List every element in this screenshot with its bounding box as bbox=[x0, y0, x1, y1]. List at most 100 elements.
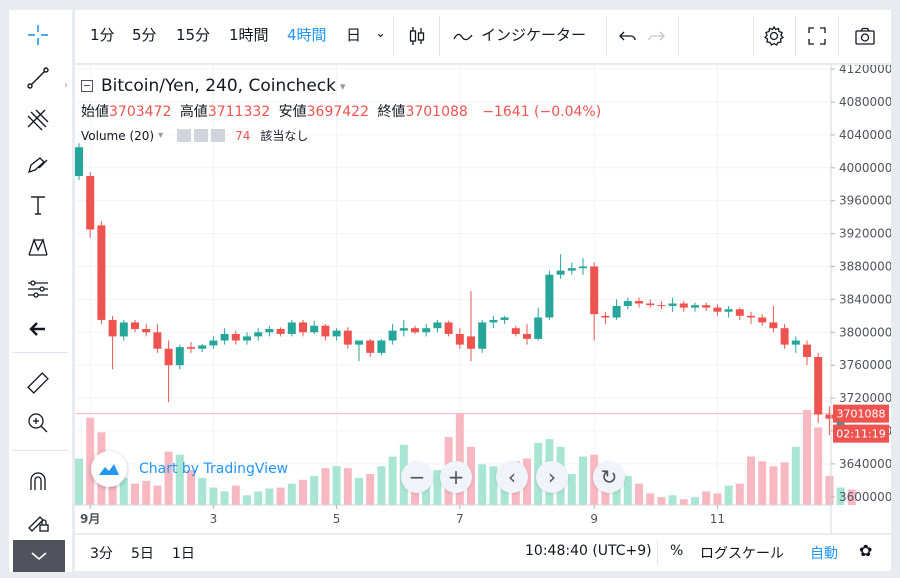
candle-type-icon[interactable] bbox=[403, 22, 431, 50]
candle-body bbox=[545, 274, 554, 318]
candle-body bbox=[803, 344, 811, 357]
price-tick-label: 4120000 bbox=[839, 65, 891, 76]
price-tick-label: 3600000 bbox=[839, 490, 891, 504]
candle-body bbox=[579, 266, 587, 269]
volume-bar bbox=[343, 468, 352, 505]
candle-body bbox=[635, 301, 643, 304]
timeframe-1m[interactable]: 1分 bbox=[90, 26, 115, 44]
reset-chart-button[interactable]: ↻ bbox=[593, 461, 625, 493]
candle-body bbox=[735, 309, 744, 316]
auto-scale-toggle[interactable]: 自動 bbox=[810, 546, 838, 562]
candle-body bbox=[198, 345, 207, 349]
gear-icon[interactable]: ✿ bbox=[859, 541, 873, 560]
high-value: 3711332 bbox=[207, 104, 271, 120]
volume-bar bbox=[825, 475, 834, 505]
crosshair-icon[interactable] bbox=[17, 18, 59, 52]
fullscreen-icon[interactable] bbox=[803, 22, 831, 50]
trend-line-icon[interactable] bbox=[17, 61, 59, 95]
redo-icon[interactable] bbox=[643, 22, 671, 50]
timeframe-5m[interactable]: 5分 bbox=[132, 26, 157, 44]
candle-body bbox=[702, 305, 711, 308]
prediction-icon[interactable] bbox=[17, 272, 59, 306]
collapse-legend-icon[interactable] bbox=[81, 80, 93, 92]
settings-gear-icon[interactable] bbox=[760, 22, 788, 50]
pattern-icon[interactable] bbox=[17, 230, 59, 264]
volume-bar bbox=[500, 479, 509, 505]
undo-icon[interactable] bbox=[613, 22, 641, 50]
candle-body bbox=[623, 301, 632, 306]
volume-bar bbox=[713, 493, 722, 505]
candle-body bbox=[646, 303, 655, 306]
zoom-in-button[interactable]: + bbox=[440, 461, 472, 493]
brush-icon[interactable] bbox=[17, 146, 59, 180]
candlestick-chart[interactable]: 4120000 4080000 4040000 4000000 3960000 39200… bbox=[75, 65, 891, 533]
ruler-icon[interactable] bbox=[17, 366, 59, 400]
range-1d[interactable]: 1日 bbox=[172, 546, 195, 562]
indicators-icon[interactable] bbox=[449, 22, 477, 50]
percent-toggle[interactable]: % bbox=[670, 543, 684, 559]
tradingview-badge[interactable]: Chart by TradingView bbox=[91, 451, 288, 487]
visibility-icon[interactable] bbox=[177, 129, 192, 142]
volume-bar bbox=[265, 488, 274, 505]
time-tick-label: 9月 bbox=[80, 512, 100, 526]
price-tick-label: 4000000 bbox=[839, 161, 891, 175]
candle-body bbox=[534, 317, 543, 339]
candle-body bbox=[86, 176, 95, 230]
tradingview-logo-icon[interactable] bbox=[91, 451, 127, 487]
candle-body bbox=[691, 305, 699, 308]
timeframe-4h[interactable]: 4時間 bbox=[287, 26, 327, 44]
symbol-caret-icon[interactable]: ▾ bbox=[340, 79, 346, 93]
zoom-out-button[interactable]: − bbox=[401, 461, 433, 493]
candle-body bbox=[366, 340, 375, 353]
volume-label: Volume (20) bbox=[81, 128, 155, 143]
candle-body bbox=[153, 332, 162, 349]
hide-panel-icon[interactable] bbox=[13, 540, 65, 572]
close-value: 3701088 bbox=[405, 104, 468, 120]
badge-text[interactable]: Chart by TradingView bbox=[139, 461, 289, 477]
volume-bar bbox=[769, 466, 778, 505]
candle-body bbox=[758, 317, 767, 323]
volume-bar bbox=[310, 475, 319, 505]
timeframe-15m[interactable]: 15分 bbox=[176, 26, 211, 44]
chevron-down-icon[interactable]: ⌄ bbox=[375, 26, 386, 41]
volume-bar bbox=[243, 495, 251, 505]
settings-icon[interactable] bbox=[194, 129, 209, 142]
candle-body bbox=[467, 336, 475, 349]
timeframe-1h[interactable]: 1時間 bbox=[229, 26, 269, 44]
volume-bar bbox=[377, 466, 386, 505]
range-3m[interactable]: 3分 bbox=[90, 546, 113, 562]
lock-drawings-icon[interactable] bbox=[17, 504, 59, 538]
remove-icon[interactable] bbox=[211, 129, 226, 142]
volume-bar bbox=[668, 495, 677, 505]
volume-bar bbox=[198, 477, 207, 505]
expand-arrow-icon[interactable]: › bbox=[64, 80, 68, 91]
volume-bar bbox=[635, 483, 643, 505]
zoom-icon[interactable] bbox=[17, 406, 59, 440]
candle-body bbox=[254, 332, 263, 337]
volume-bar bbox=[679, 499, 688, 505]
magnet-icon[interactable] bbox=[17, 464, 59, 498]
volume-bar bbox=[209, 487, 218, 505]
fib-tool-icon[interactable] bbox=[17, 103, 59, 137]
volume-bar bbox=[478, 464, 487, 505]
arrow-left-icon[interactable] bbox=[17, 312, 59, 346]
volume-bar bbox=[142, 480, 151, 505]
volume-bar bbox=[332, 466, 341, 505]
screenshot-camera-icon[interactable] bbox=[851, 22, 879, 50]
indicators-button[interactable]: インジケーター bbox=[481, 26, 587, 44]
scroll-left-button[interactable]: ‹ bbox=[496, 461, 528, 493]
text-tool-icon[interactable] bbox=[17, 188, 59, 222]
volume-bar bbox=[623, 475, 632, 505]
volume-bar bbox=[119, 477, 128, 505]
chart-area[interactable]: 4120000 4080000 4040000 4000000 3960000 39200… bbox=[75, 65, 891, 533]
clock[interactable]: 10:48:40 (UTC+9) bbox=[525, 543, 652, 559]
scroll-right-button[interactable]: › bbox=[536, 461, 568, 493]
timeframe-1d[interactable]: 日 bbox=[346, 26, 362, 44]
volume-na: 該当なし bbox=[260, 129, 309, 143]
countdown-value: 02:11:19 bbox=[836, 428, 885, 441]
range-5d[interactable]: 5日 bbox=[131, 546, 154, 562]
candle-body bbox=[444, 322, 453, 334]
volume-caret-icon[interactable]: ▾ bbox=[158, 130, 164, 141]
volume-bar bbox=[702, 491, 711, 505]
log-scale-toggle[interactable]: ログスケール bbox=[700, 546, 784, 562]
